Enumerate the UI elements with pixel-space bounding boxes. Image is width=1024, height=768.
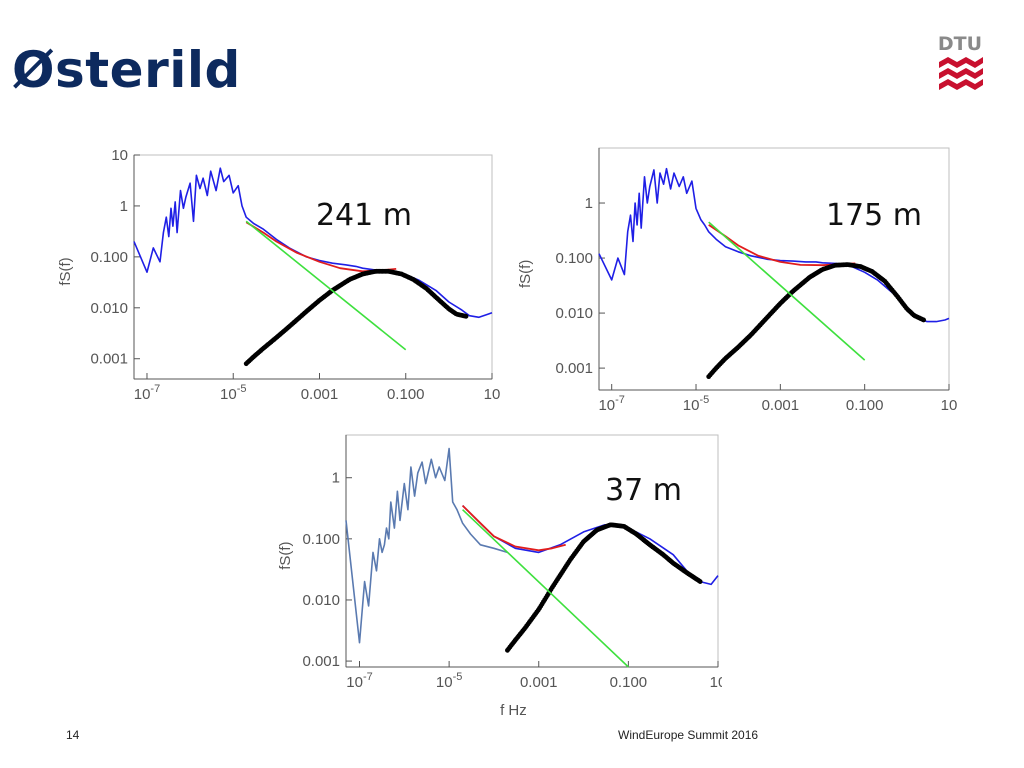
y-tick-label: 0.010 <box>90 300 128 317</box>
plot-frame <box>598 147 950 391</box>
y-tick-label: 1 <box>585 195 593 212</box>
x-tick-label: 0.001 <box>301 386 339 403</box>
series-fit-high <box>243 268 469 367</box>
slide-title: Østerild <box>12 41 241 99</box>
series-power-law <box>462 509 629 668</box>
footer-text: WindEurope Summit 2016 <box>618 728 759 742</box>
y-tick-label: 0.001 <box>555 360 593 377</box>
x-tick-label: 10-5 <box>220 383 246 403</box>
chart-title: 175 m <box>826 198 922 233</box>
data-point <box>697 579 703 584</box>
series-power-law <box>708 221 866 361</box>
logo-text: DTU <box>938 33 982 55</box>
x-tick-label: 0.100 <box>387 386 425 403</box>
x-tick-label: 0.100 <box>846 397 884 414</box>
x-tick-label: 10-5 <box>436 671 462 691</box>
x-tick-label: 0.100 <box>610 674 648 691</box>
y-axis-label: fS(f) <box>57 257 74 285</box>
chart-title: 241 m <box>316 198 412 233</box>
x-tick-label: 10-5 <box>683 394 709 414</box>
data-point <box>921 317 927 323</box>
y-tick-label: 10 <box>111 147 128 164</box>
x-tick-label: 0.001 <box>520 674 558 691</box>
x-tick-label: 10-7 <box>598 394 624 414</box>
series-power-law <box>245 220 407 351</box>
chart-title: 37 m <box>605 473 682 508</box>
y-tick-label: 0.001 <box>302 653 340 670</box>
y-tick-label: 0.010 <box>555 305 593 322</box>
x-axis-label: f Hz <box>500 702 527 719</box>
y-axis-label: fS(f) <box>277 541 294 569</box>
x-tick-label: 10-7 <box>134 383 160 403</box>
series-measured <box>345 447 508 644</box>
x-axis-label: f Hz <box>282 414 309 415</box>
dtu-logo: DTU <box>936 28 986 94</box>
y-tick-label: 0.001 <box>90 351 128 368</box>
series-measured <box>133 167 493 319</box>
x-tick-label: 10 <box>484 386 501 403</box>
chart-svg: 1 0.100 0.010 0.001 10-7 10-5 0.001 0.100 10 f Hz… <box>277 434 722 719</box>
y-tick-label: 0.100 <box>90 249 128 266</box>
chart-svg: 10 1 0.100 0.010 0.001 10-7 10-5 0.001 0.100 10 f … <box>57 147 501 415</box>
y-tick-label: 0.010 <box>302 592 340 609</box>
x-tick-label: 0.001 <box>762 397 800 414</box>
x-tick-label: 10-7 <box>346 671 372 691</box>
data-point <box>463 313 469 319</box>
x-tick-label: 10 <box>941 397 958 414</box>
series-fit-high <box>706 262 927 380</box>
series-measured <box>598 167 950 323</box>
y-axis-label: fS(f) <box>517 260 534 288</box>
spectrum-chart-37m: 1 0.100 0.010 0.001 10-7 10-5 0.001 0.100 10 f Hz… <box>272 430 722 720</box>
series-fit-high <box>505 522 703 653</box>
y-tick-label: 1 <box>332 470 340 487</box>
y-tick-label: 1 <box>120 198 128 215</box>
page-number: 14 <box>66 728 80 742</box>
y-tick-label: 0.100 <box>555 250 593 267</box>
spectrum-chart-241m: 10 1 0.100 0.010 0.001 10-7 10-5 0.001 0.100 10 f … <box>52 135 502 415</box>
y-tick-label: 0.100 <box>302 531 340 548</box>
series-fit-low <box>461 504 566 552</box>
x-tick-label: 10 <box>710 674 722 691</box>
